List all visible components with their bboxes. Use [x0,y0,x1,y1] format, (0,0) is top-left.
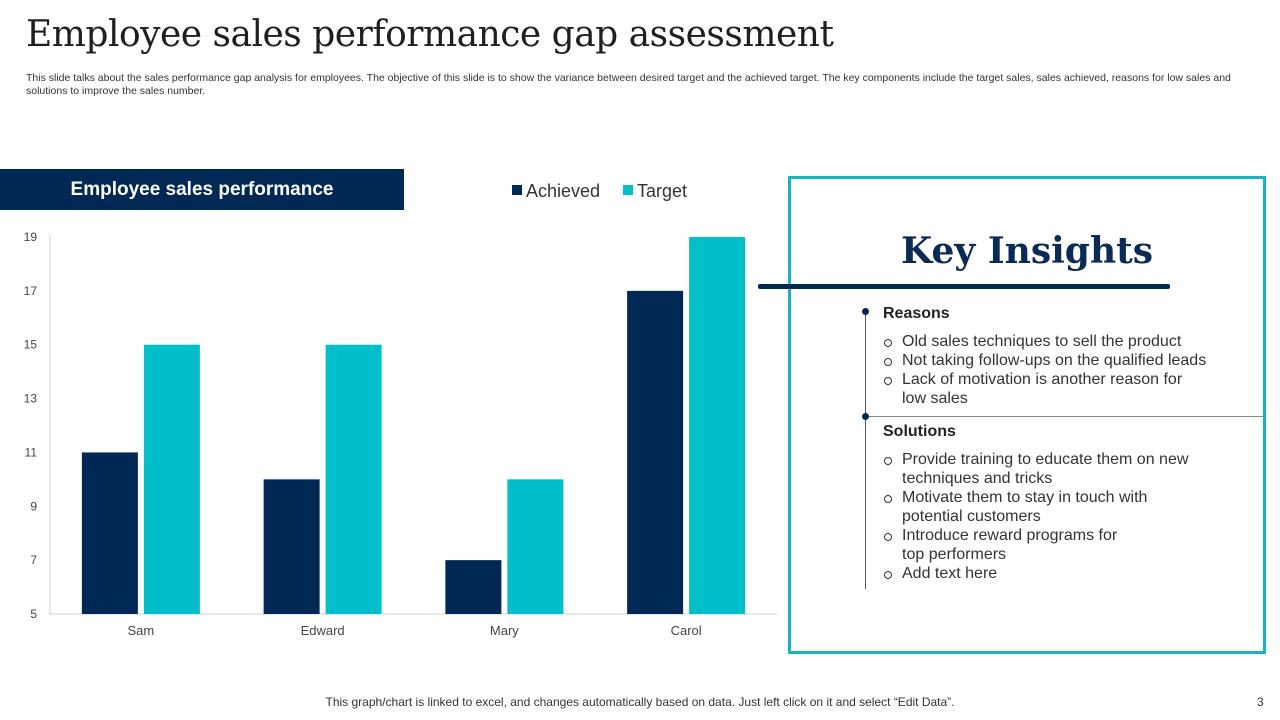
reasons-list: Old sales techniques to sell the product… [883,332,1213,408]
x-tick-label: Mary [490,623,519,638]
reason-item: Old sales techniques to sell the product [883,332,1213,351]
y-tick-label: 7 [30,553,37,567]
legend-label-target: Target [637,181,687,201]
reason-item: Lack of motivation is another reason for… [883,370,1202,408]
insights-timeline-line [865,311,866,589]
solutions-list: Provide training to educate them on new … [883,450,1203,583]
insights-title: Key Insights [900,230,1154,272]
y-tick-label: 17 [24,284,38,298]
solutions-marker-dot [862,413,869,420]
y-tick-label: 19 [24,230,38,244]
bar-target-sam [143,344,200,614]
insights-panel [788,176,1266,654]
x-tick-label: Carol [671,623,702,638]
slide-title: Employee sales performance gap assessmen… [26,14,834,55]
solution-item: Add text here [883,564,1203,583]
bar-achieved-carol [627,290,684,614]
sales-bar-chart: 5 7 9 11 13 15 17 19 Sam Edward Mary Carol Achieved T… [24,181,777,638]
chart-banner: Employee sales performance [0,169,404,210]
bar-achieved-sam [81,452,138,614]
solution-item: Motivate them to stay in touch with pote… [883,488,1172,526]
solution-item: Introduce reward programs for top perfor… [883,526,1137,564]
reasons-marker-dot [862,308,869,315]
reason-item: Not taking follow-ups on the qualified l… [883,351,1213,370]
y-tick-label: 5 [30,607,37,621]
legend-swatch-achieved [512,185,522,195]
bar-target-edward [325,344,382,614]
bar-target-mary [507,479,564,614]
y-tick-label: 13 [24,392,38,406]
y-tick-label: 9 [30,499,37,513]
footer-note: This graph/chart is linked to excel, and… [325,695,955,709]
bar-achieved-edward [263,479,320,614]
solutions-heading: Solutions [883,423,956,440]
slide-subtitle: This slide talks about the sales perform… [26,72,1231,97]
y-tick-label: 15 [24,338,38,352]
legend-label-achieved: Achieved [526,181,600,201]
insights-title-underline [758,284,1170,289]
reasons-heading: Reasons [883,305,950,322]
legend-swatch-target [623,185,633,195]
page-number: 3 [1257,695,1264,709]
bar-achieved-mary [445,560,502,614]
insights-divider [865,416,1265,417]
bar-target-carol [689,237,746,614]
y-tick-label: 11 [25,445,38,459]
x-tick-label: Edward [301,623,345,638]
solution-item: Provide training to educate them on new … [883,450,1207,488]
x-tick-label: Sam [128,623,155,638]
